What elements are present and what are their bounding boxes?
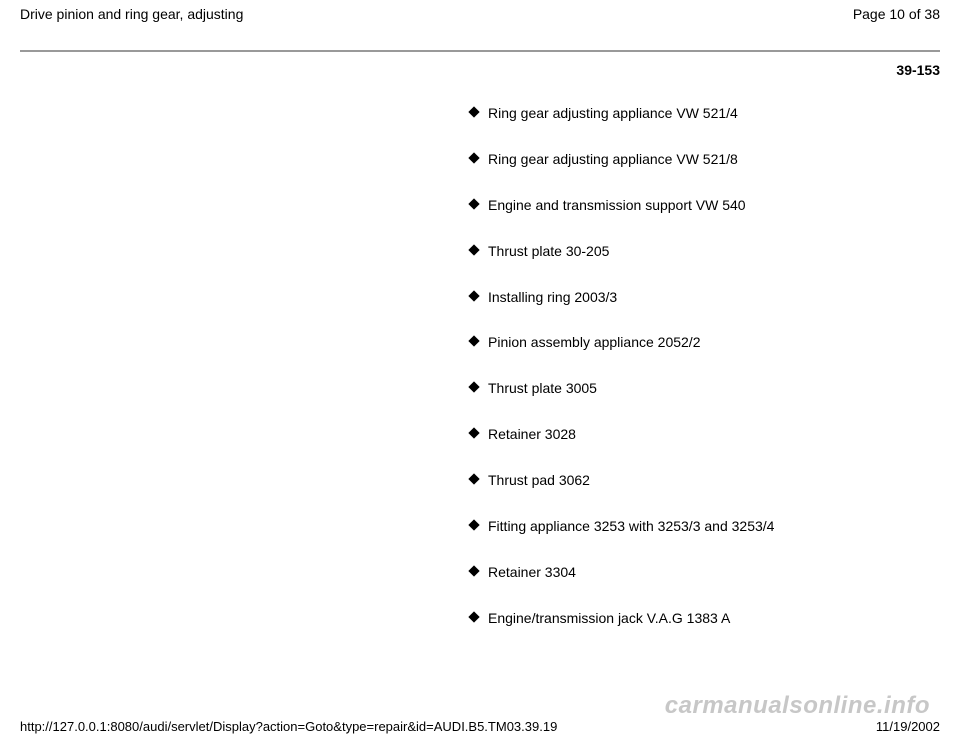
list-item: Pinion assembly appliance 2052/2 <box>470 333 840 352</box>
list-item: Engine/transmission jack V.A.G 1383 A <box>470 609 840 628</box>
header-divider <box>20 50 940 52</box>
tool-label: Installing ring 2003/3 <box>488 289 617 305</box>
list-item: Thrust plate 30-205 <box>470 242 840 261</box>
tool-label: Thrust plate 3005 <box>488 380 597 396</box>
diamond-bullet-icon <box>468 106 479 117</box>
list-item: Retainer 3304 <box>470 563 840 582</box>
list-item: Fitting appliance 3253 with 3253/3 and 3… <box>470 517 840 536</box>
tool-label: Engine and transmission support VW 540 <box>488 197 746 213</box>
diamond-bullet-icon <box>468 565 479 576</box>
page-reference: 39-153 <box>0 62 960 78</box>
diamond-bullet-icon <box>468 382 479 393</box>
list-item: Engine and transmission support VW 540 <box>470 196 840 215</box>
list-item: Thrust pad 3062 <box>470 471 840 490</box>
tool-label: Engine/transmission jack V.A.G 1383 A <box>488 610 730 626</box>
diamond-bullet-icon <box>468 336 479 347</box>
tool-label: Pinion assembly appliance 2052/2 <box>488 334 700 350</box>
diamond-bullet-icon <box>468 198 479 209</box>
diamond-bullet-icon <box>468 473 479 484</box>
header-title: Drive pinion and ring gear, adjusting <box>20 6 243 22</box>
tool-label: Ring gear adjusting appliance VW 521/4 <box>488 105 738 121</box>
page-indicator: Page 10 of 38 <box>853 6 940 22</box>
list-item: Retainer 3028 <box>470 425 840 444</box>
tool-label: Retainer 3304 <box>488 564 576 580</box>
list-item: Ring gear adjusting appliance VW 521/8 <box>470 150 840 169</box>
footer-date: 11/19/2002 <box>876 719 940 734</box>
diamond-bullet-icon <box>468 152 479 163</box>
tool-label: Ring gear adjusting appliance VW 521/8 <box>488 151 738 167</box>
tool-label: Thrust plate 30-205 <box>488 243 609 259</box>
left-column-spacer <box>0 104 470 655</box>
list-item: Thrust plate 3005 <box>470 379 840 398</box>
tool-label: Fitting appliance 3253 with 3253/3 and 3… <box>488 518 774 534</box>
tool-label: Thrust pad 3062 <box>488 472 590 488</box>
list-item: Installing ring 2003/3 <box>470 288 840 307</box>
list-item: Ring gear adjusting appliance VW 521/4 <box>470 104 840 123</box>
tool-list: Ring gear adjusting appliance VW 521/4 R… <box>470 104 840 628</box>
diamond-bullet-icon <box>468 244 479 255</box>
diamond-bullet-icon <box>468 428 479 439</box>
tool-label: Retainer 3028 <box>488 426 576 442</box>
diamond-bullet-icon <box>468 611 479 622</box>
diamond-bullet-icon <box>468 519 479 530</box>
footer-url: http://127.0.0.1:8080/audi/servlet/Displ… <box>20 719 557 734</box>
diamond-bullet-icon <box>468 290 479 301</box>
watermark: carmanualsonline.info <box>665 692 930 720</box>
